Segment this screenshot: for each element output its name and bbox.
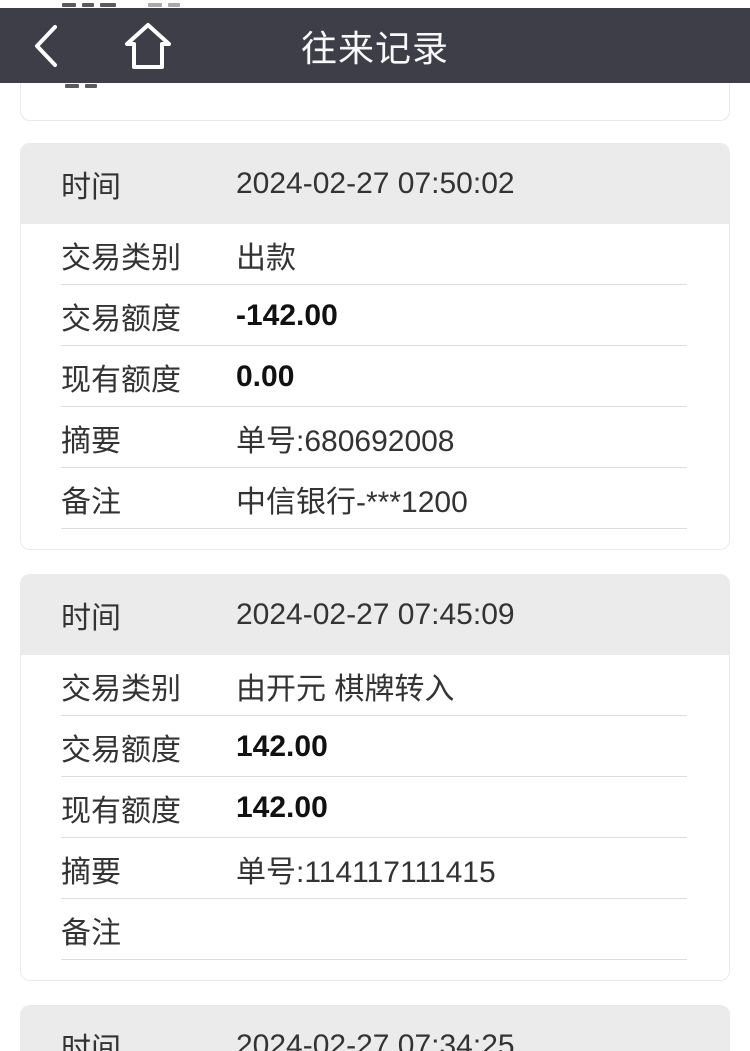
record-card-header: 时间 2024-02-27 07:50:02	[21, 144, 729, 224]
record-card: 时间 2024-02-27 07:50:02 交易类别 出款 交易额度 -142…	[20, 143, 730, 550]
summary-label: 摘要	[61, 855, 121, 889]
record-row-remark: 备注	[21, 899, 729, 960]
clipped-text-fragment	[82, 3, 94, 7]
time-label: 时间	[61, 171, 121, 204]
record-row-balance: 现有额度 142.00	[21, 777, 729, 838]
record-card-remnant	[20, 83, 730, 121]
clipped-text-fragment	[168, 3, 180, 7]
back-button[interactable]	[26, 21, 66, 71]
record-row-amount: 交易额度 142.00	[21, 716, 729, 777]
summary-label: 摘要	[61, 424, 121, 458]
amount-label: 交易额度	[61, 302, 181, 336]
clipped-text-fragment	[100, 3, 116, 7]
remark-label: 备注	[61, 916, 121, 950]
type-value: 由开元 棋牌转入	[236, 672, 455, 706]
time-value: 2024-02-27 07:50:02	[236, 167, 515, 200]
amount-value: -142.00	[236, 298, 338, 332]
remark-label: 备注	[61, 485, 121, 519]
amount-label: 交易额度	[61, 733, 181, 767]
balance-label: 现有额度	[61, 794, 181, 828]
type-value: 出款	[236, 241, 296, 275]
balance-value: 0.00	[236, 359, 295, 393]
record-card: 时间 2024-02-27 07:45:09 交易类别 由开元 棋牌转入 交易额…	[20, 574, 730, 981]
summary-value: 单号:114117111415	[236, 855, 496, 889]
records-scroll-area[interactable]: 时间 2024-02-27 07:50:02 交易类别 出款 交易额度 -142…	[0, 83, 750, 1051]
record-card: 时间 2024-02-27 07:34:25	[20, 1005, 730, 1051]
card-padding	[21, 529, 729, 549]
record-row-remark: 备注 中信银行-***1200	[21, 468, 729, 529]
balance-label: 现有额度	[61, 363, 181, 397]
clipped-row-top	[0, 0, 750, 8]
remark-value: 中信银行-***1200	[236, 485, 468, 519]
home-button[interactable]	[122, 20, 174, 72]
time-label: 时间	[61, 1033, 121, 1051]
clipped-text-fragment	[148, 3, 162, 7]
time-value: 2024-02-27 07:34:25	[236, 1029, 515, 1051]
summary-value: 单号:680692008	[236, 424, 455, 458]
record-card-header: 时间 2024-02-27 07:45:09	[21, 575, 729, 655]
card-padding	[21, 960, 729, 980]
time-value: 2024-02-27 07:45:09	[236, 598, 515, 631]
clipped-text-fragment	[62, 3, 76, 7]
home-outline-icon	[125, 22, 171, 69]
chevron-left-icon	[35, 24, 57, 67]
record-card-header: 时间 2024-02-27 07:34:25	[21, 1006, 729, 1051]
clipped-text-fragment	[85, 84, 97, 88]
record-row-amount: 交易额度 -142.00	[21, 285, 729, 346]
clipped-text-fragment	[65, 84, 79, 88]
page-title: 往来记录	[300, 27, 449, 69]
type-label: 交易类别	[61, 672, 181, 706]
record-row-type: 交易类别 出款	[21, 224, 729, 285]
record-row-summary: 摘要 单号:680692008	[21, 407, 729, 468]
record-row-balance: 现有额度 0.00	[21, 346, 729, 407]
time-label: 时间	[61, 602, 121, 635]
record-row-summary: 摘要 单号:114117111415	[21, 838, 729, 899]
type-label: 交易类别	[61, 241, 181, 275]
amount-value: 142.00	[236, 729, 328, 763]
balance-value: 142.00	[236, 790, 328, 824]
record-row-type: 交易类别 由开元 棋牌转入	[21, 655, 729, 716]
navbar: 往来记录	[0, 8, 750, 83]
